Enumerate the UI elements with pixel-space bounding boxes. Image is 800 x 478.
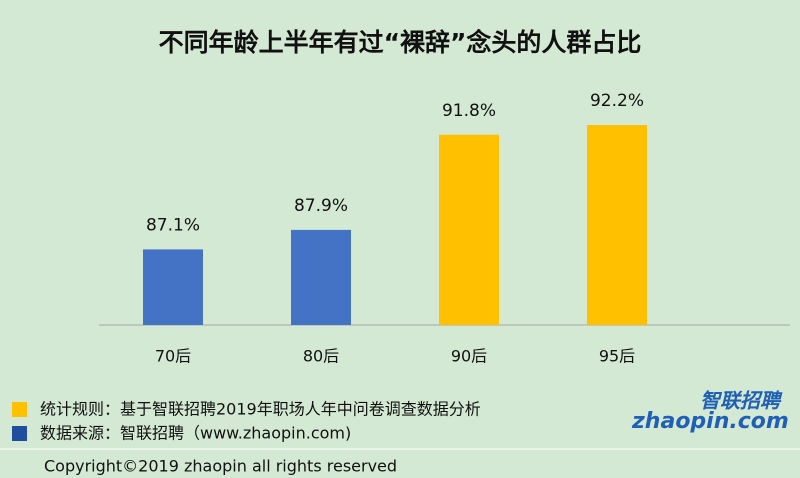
copyright: Copyright©2019 zhaopin all rights reserv… [44, 457, 397, 476]
note-marker [12, 402, 27, 417]
bar [587, 125, 647, 325]
note-text: 数据来源：智联招聘（www.zhaopin.com) [40, 424, 351, 443]
x-tick-label: 95后 [599, 347, 635, 366]
value-label: 92.2% [590, 91, 644, 111]
note-marker [12, 426, 27, 441]
logo-name: 智联招聘 [700, 389, 783, 413]
chart-title: 不同年龄上半年有过“裸辞”念头的人群占比 [159, 28, 642, 57]
note-text: 统计规则：基于智联招聘2019年职场人年中问卷调查数据分析 [40, 400, 481, 419]
x-tick-label: 70后 [155, 347, 191, 366]
x-tick-label: 90后 [451, 347, 487, 366]
bar [143, 249, 203, 325]
bar [291, 229, 351, 325]
value-label: 87.1% [146, 215, 200, 235]
value-label: 87.9% [294, 196, 348, 216]
bar [439, 134, 499, 325]
x-tick-label: 80后 [303, 347, 339, 366]
logo-site: zhaopin.com [631, 409, 789, 434]
value-label: 91.8% [442, 101, 496, 121]
